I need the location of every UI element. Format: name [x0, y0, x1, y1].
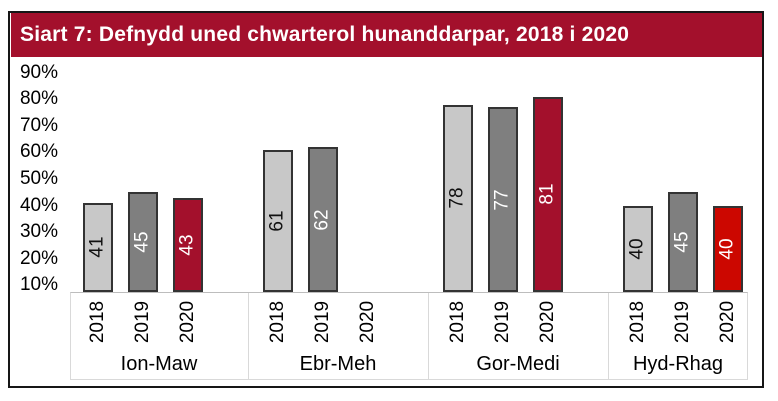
y-axis-tick-label: 30% — [19, 221, 58, 243]
x-axis-year-label: 2020 — [162, 296, 214, 348]
year-label-text: 2019 — [312, 300, 333, 344]
bar-value-label: 77 — [491, 189, 513, 211]
bar-value-label: 45 — [671, 231, 693, 253]
x-axis-category-label: Hyd-Rhag — [632, 353, 724, 375]
year-label-text: 2020 — [537, 300, 558, 344]
category-divider — [428, 293, 429, 380]
year-label-text: 2019 — [492, 300, 513, 344]
y-axis-tick-label: 80% — [19, 88, 58, 110]
bar-2018-Hyd-Rhag: 40 — [623, 205, 653, 292]
x-axis-category-label: Ebr-Meh — [299, 353, 377, 375]
bar-value-label: 41 — [86, 236, 108, 258]
bar-2019-Ebr-Meh: 62 — [308, 147, 338, 292]
bar-value-label: 43 — [176, 234, 198, 256]
bar-value-label: 62 — [311, 208, 333, 231]
bar-2019-Ion-Maw: 45 — [128, 192, 158, 292]
chart-title: Siart 7: Defnydd uned chwarterol hunandd… — [20, 23, 630, 46]
y-axis-tick-label: 20% — [19, 247, 58, 269]
category-divider — [608, 293, 609, 380]
bar-value-label: 40 — [626, 238, 648, 260]
y-axis-tick-label: 60% — [19, 141, 58, 163]
bar-value-label: 81 — [536, 183, 558, 205]
x-axis-year-label: 2020 — [702, 296, 754, 348]
year-label-text: 2019 — [672, 300, 693, 344]
bar-value-label: 61 — [266, 210, 288, 232]
x-axis-category-label: Ion-Maw — [120, 353, 198, 375]
year-label-text: 2018 — [87, 300, 108, 344]
bar-2020-Hyd-Rhag: 40 — [713, 205, 743, 292]
bar-value-label: 40 — [716, 238, 738, 260]
y-axis-tick-label: 40% — [19, 194, 58, 216]
category-divider — [248, 293, 249, 380]
y-axis-tick-label: 90% — [19, 61, 58, 83]
y-axis-tick-label: 70% — [19, 114, 58, 136]
chart-title-bar: Siart 7: Defnydd uned chwarterol hunandd… — [11, 13, 762, 57]
x-axis-year-label: 2020 — [342, 296, 394, 348]
bar-2019-Hyd-Rhag: 45 — [668, 192, 698, 292]
year-label-text: 2018 — [447, 300, 468, 344]
year-label-text: 2020 — [357, 300, 378, 344]
year-label-text: 2019 — [132, 300, 153, 344]
y-axis-tick-label: 50% — [19, 167, 58, 189]
y-axis-tick-label: 10% — [19, 274, 58, 296]
year-label-text: 2020 — [717, 300, 738, 344]
bar-2018-Ebr-Meh: 61 — [263, 149, 293, 292]
bar-2018-Ion-Maw: 41 — [83, 202, 113, 292]
bar-2019-Gor-Medi: 77 — [488, 107, 518, 292]
bar-value-label: 45 — [131, 231, 153, 253]
year-label-text: 2020 — [177, 300, 198, 344]
bar-2018-Gor-Medi: 78 — [443, 104, 473, 292]
x-axis-category-label: Gor-Medi — [476, 353, 560, 375]
x-axis-label-box — [70, 292, 748, 380]
bar-2020-Gor-Medi: 81 — [533, 96, 563, 292]
year-label-text: 2018 — [267, 300, 288, 344]
year-label-text: 2018 — [627, 300, 648, 344]
x-axis-year-label: 2020 — [522, 296, 574, 348]
bar-value-label: 78 — [446, 187, 468, 209]
bar-2020-Ion-Maw: 43 — [173, 197, 203, 292]
